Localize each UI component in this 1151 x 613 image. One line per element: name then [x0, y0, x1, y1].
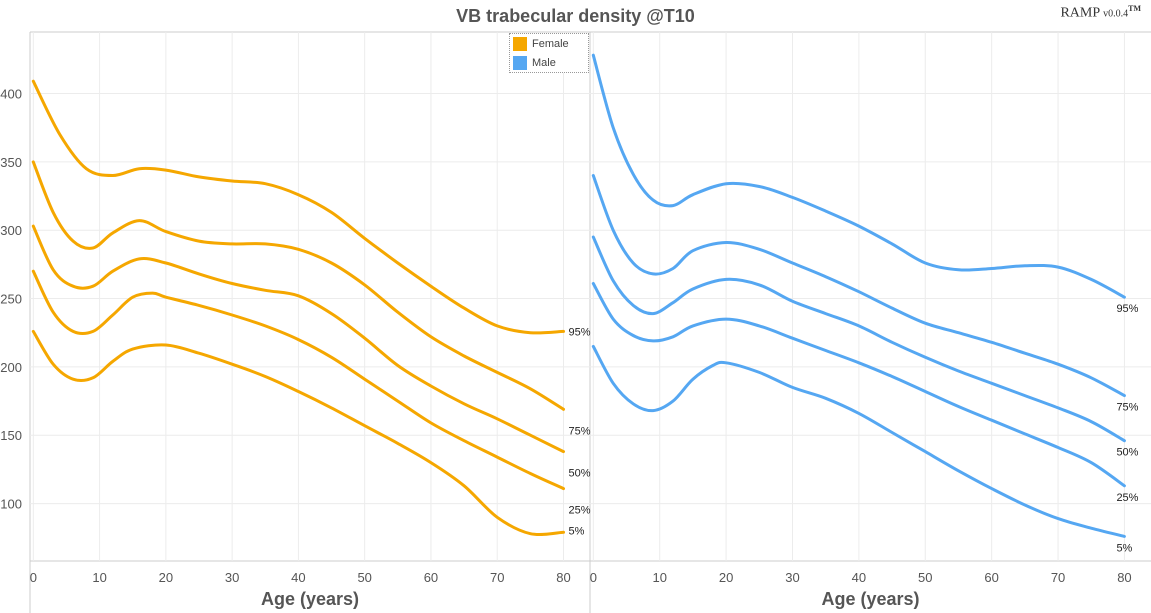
- right-series-line-75pct: [591, 174, 1126, 398]
- right-series-label-25pct: 25%: [1116, 492, 1138, 504]
- left-x-axis-label: Age (years): [261, 589, 359, 609]
- right-series-line-50pct: [591, 235, 1126, 443]
- right-x-axis-label: Age (years): [821, 589, 919, 609]
- left-series-line-95pct: [31, 79, 565, 335]
- y-tick-label: 150: [0, 428, 22, 443]
- y-tick-label: 100: [0, 497, 22, 512]
- right-series-line-25pct: [591, 282, 1126, 488]
- left-x-tick-label: 80: [556, 570, 570, 585]
- legend-swatch-male: [513, 56, 527, 70]
- right-series-label-5pct: 5%: [1116, 542, 1132, 554]
- right-x-tick-label: 20: [719, 570, 733, 585]
- right-series-label-95pct: 95%: [1116, 303, 1138, 315]
- chart-legend: Female Male: [509, 33, 589, 73]
- right-x-tick-label: 60: [984, 570, 998, 585]
- legend-label-male: Male: [532, 57, 556, 69]
- left-series-label-75pct: 75%: [568, 425, 590, 437]
- watermark-trademark: TM: [1128, 4, 1141, 13]
- right-x-tick-label: 70: [1051, 570, 1065, 585]
- legend-swatch-female: [513, 37, 527, 51]
- y-tick-label: 250: [0, 292, 22, 307]
- left-x-tick-label: 60: [424, 570, 438, 585]
- left-series-line-50pct: [31, 224, 565, 454]
- left-x-tick-label: 10: [92, 570, 106, 585]
- right-x-tick-label: 30: [785, 570, 799, 585]
- right-series-line-95pct: [591, 53, 1126, 299]
- legend-label-female: Female: [532, 38, 569, 50]
- watermark-name: RAMP: [1060, 5, 1100, 21]
- right-series-label-75pct: 75%: [1116, 402, 1138, 414]
- left-x-tick-label: 50: [357, 570, 371, 585]
- watermark-version: v0.0.4: [1103, 8, 1129, 20]
- right-x-tick-label: 10: [652, 570, 666, 585]
- right-series-line-5pct: [591, 344, 1126, 538]
- left-x-tick-label: 30: [225, 570, 239, 585]
- left-x-tick-label: 20: [159, 570, 173, 585]
- y-tick-label: 400: [0, 87, 22, 102]
- left-x-tick-label: 40: [291, 570, 305, 585]
- y-tick-label: 350: [0, 155, 22, 170]
- left-series-line-5pct: [31, 329, 565, 537]
- left-series-label-25pct: 25%: [568, 505, 590, 517]
- right-x-tick-label: 0: [590, 570, 597, 585]
- left-series-label-95pct: 95%: [568, 326, 590, 338]
- right-x-tick-label: 50: [918, 570, 932, 585]
- left-x-tick-label: 70: [490, 570, 504, 585]
- left-x-tick-label: 0: [30, 570, 37, 585]
- right-x-tick-label: 80: [1117, 570, 1131, 585]
- left-series-label-5pct: 5%: [568, 525, 584, 537]
- right-series-label-50pct: 50%: [1116, 447, 1138, 459]
- left-series-line-75pct: [31, 160, 565, 411]
- y-tick-label: 200: [0, 360, 22, 375]
- legend-item-male[interactable]: Male: [513, 55, 556, 71]
- left-series-label-50pct: 50%: [568, 468, 590, 480]
- legend-item-female[interactable]: Female: [513, 36, 569, 52]
- chart-title: VB trabecular density @T10: [456, 6, 695, 26]
- right-x-tick-label: 40: [852, 570, 866, 585]
- ramp-watermark: RAMP v0.0.4TM: [1060, 4, 1141, 22]
- y-tick-label: 300: [0, 223, 22, 238]
- left-series-line-25pct: [31, 269, 565, 491]
